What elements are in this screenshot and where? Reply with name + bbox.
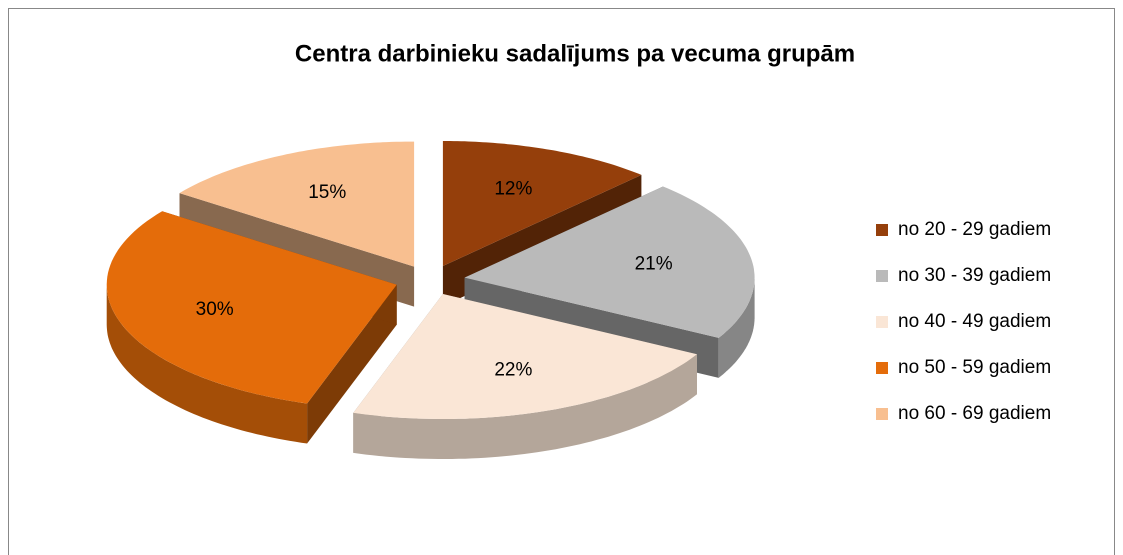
legend-swatch	[876, 316, 888, 328]
chart-title: Centra darbinieku sadalījums pa vecuma g…	[295, 40, 855, 67]
data-label: 21%	[635, 254, 673, 275]
pie-slice	[353, 294, 697, 459]
pie-slice	[464, 186, 755, 378]
data-label: 30%	[196, 299, 234, 320]
data-label: 12%	[494, 178, 532, 199]
data-label: 15%	[308, 182, 346, 203]
legend-label: no 20 - 29 gadiem	[898, 219, 1051, 240]
pie-slice	[106, 211, 397, 444]
slice-top	[442, 141, 642, 266]
legend-label: no 40 - 49 gadiem	[898, 311, 1051, 332]
legend-swatch	[876, 224, 888, 236]
legend-swatch	[876, 362, 888, 374]
legend-label: no 30 - 39 gadiem	[898, 265, 1051, 286]
slice-side	[307, 284, 397, 444]
legend-label: no 50 - 59 gadiem	[898, 357, 1051, 378]
slice-top	[353, 294, 697, 419]
legend-swatch	[876, 270, 888, 282]
slice-top	[464, 186, 755, 338]
legend-swatch	[876, 408, 888, 420]
slice-wall	[106, 284, 308, 444]
slice-top	[179, 141, 415, 267]
legend-label: no 60 - 69 gadiem	[898, 403, 1051, 424]
data-label: 22%	[494, 360, 532, 381]
slice-wall	[353, 354, 697, 459]
slice-wall	[718, 277, 755, 378]
slice-top	[106, 211, 397, 404]
